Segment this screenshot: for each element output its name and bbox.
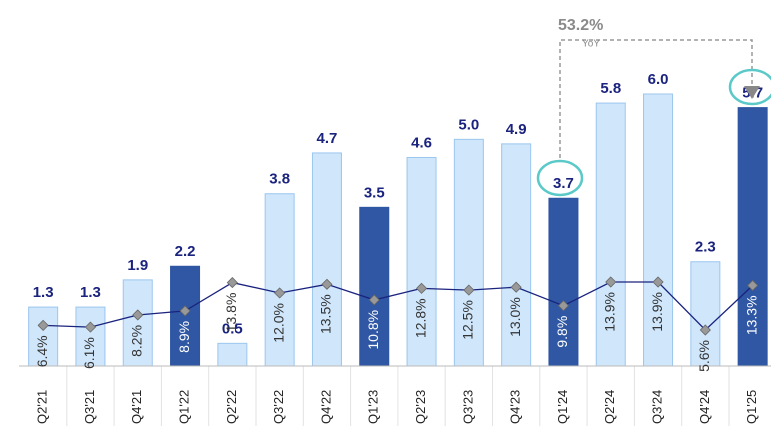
bar-value-label: 3.5 [364,184,385,201]
bar-value-label: 5.8 [600,80,621,97]
separators: Q2'21 Q3'21 Q4'21 Q1'22 Q2'22 Q3'22 Q4'22 Q1'23… [35,366,759,426]
bar-value-label: 1.3 [33,284,54,301]
line-value-label: 13.3% [743,295,759,335]
bars: 1.3 1.3 1.9 2.2 0.5 3.8 4.7 3.5 4.6 5.0 4.9 3.7 5.8 6… [28,71,768,367]
bar [28,306,59,367]
line-marker [699,324,711,336]
overlay: 6.4% 6.1% 8.2% 8.9% 13.8% 12.0% 13.5% 10.8% 12.8… [34,276,759,372]
line-value-label: 6.1% [81,337,97,369]
line-marker [463,284,475,296]
line-marker [37,319,49,331]
yoy-value: 53.2% [558,17,603,34]
bar-value-label: 5.0 [458,116,479,133]
bar [359,206,390,367]
line-marker [226,277,238,289]
bar [548,197,579,367]
line-value-label: 13.5% [318,294,334,334]
line-marker [510,281,522,293]
bar [501,143,532,367]
x-tick-label: Q1'24 [555,390,570,424]
bar-value-label: 6.0 [648,71,669,88]
line-marker [557,300,570,312]
bar-value-label: 3.8 [269,171,290,188]
x-tick-label: Q1'22 [176,390,191,424]
bar [122,279,153,367]
line-value-label: 10.8% [365,310,381,350]
bar [264,193,295,367]
line-marker [415,282,428,294]
x-tick-label: Q1'23 [366,390,381,424]
x-tick-label: Q4'24 [697,390,712,424]
bar-value-label: 3.7 [553,175,574,192]
line-marker [179,305,191,317]
bar-value-label: 2.2 [175,243,196,260]
x-tick-label: Q1'25 [744,390,759,424]
x-tick-label: Q2'23 [413,390,428,424]
bar [311,152,342,367]
x-tick-label: Q4'23 [508,390,523,424]
x-tick-label: Q2'24 [602,390,617,424]
line-marker [274,287,286,299]
line-marker [605,276,617,288]
line-value-label: 12.8% [412,298,428,338]
bar [643,93,674,367]
line-value-label: 12.5% [460,300,476,340]
x-tick-label: Q3'22 [271,390,286,424]
line-value-label: 13.0% [507,297,523,337]
line-marker [368,294,380,306]
line-marker [132,309,144,321]
bar-value-label: 4.7 [317,130,338,147]
line-value-label: 5.6% [696,340,712,372]
bar [217,342,248,367]
bar-value-label: 4.6 [411,134,432,151]
yoy-label: YoY [582,39,600,50]
x-tick-label: Q3'24 [649,390,664,424]
line-marker [84,321,97,333]
highlight-circle [728,68,771,106]
x-tick-label: Q3'23 [460,390,475,424]
line-marker [321,278,333,290]
bar [453,138,484,367]
line-value-label: 13.8% [223,293,239,333]
bar [595,102,626,367]
x-tick-label: Q4'22 [318,390,333,424]
line-value-label: 12.0% [270,303,286,343]
bar [690,261,721,367]
bar [170,265,201,367]
line-marker [747,279,759,292]
x-tick-label: Q2'22 [224,390,239,424]
line [43,281,754,331]
line-value-label: 9.8% [554,316,570,348]
line-value-label: 13.9% [601,292,617,332]
bar [75,306,106,367]
bar [406,156,437,367]
bar-value-label: 4.9 [506,121,527,138]
yoy-arrowhead [744,86,760,99]
bar-value-label: 1.9 [127,257,148,274]
bar [737,107,768,367]
bar-value-label: 1.3 [80,284,101,301]
yoy-connector [559,39,753,158]
line-value-label: 13.9% [649,292,665,332]
line-value-label: 8.2% [128,325,144,357]
line-value-label: 8.9% [176,321,192,353]
bar-value-label: 2.3 [695,239,716,256]
x-tick-label: Q2'21 [35,390,50,424]
line-marker [652,276,664,288]
line-value-label: 6.4% [34,335,50,367]
highlight-circle [536,159,584,197]
x-tick-label: Q4'21 [129,390,144,424]
x-tick-label: Q3'21 [82,390,97,424]
bar-value-label: 0.5 [222,320,243,337]
